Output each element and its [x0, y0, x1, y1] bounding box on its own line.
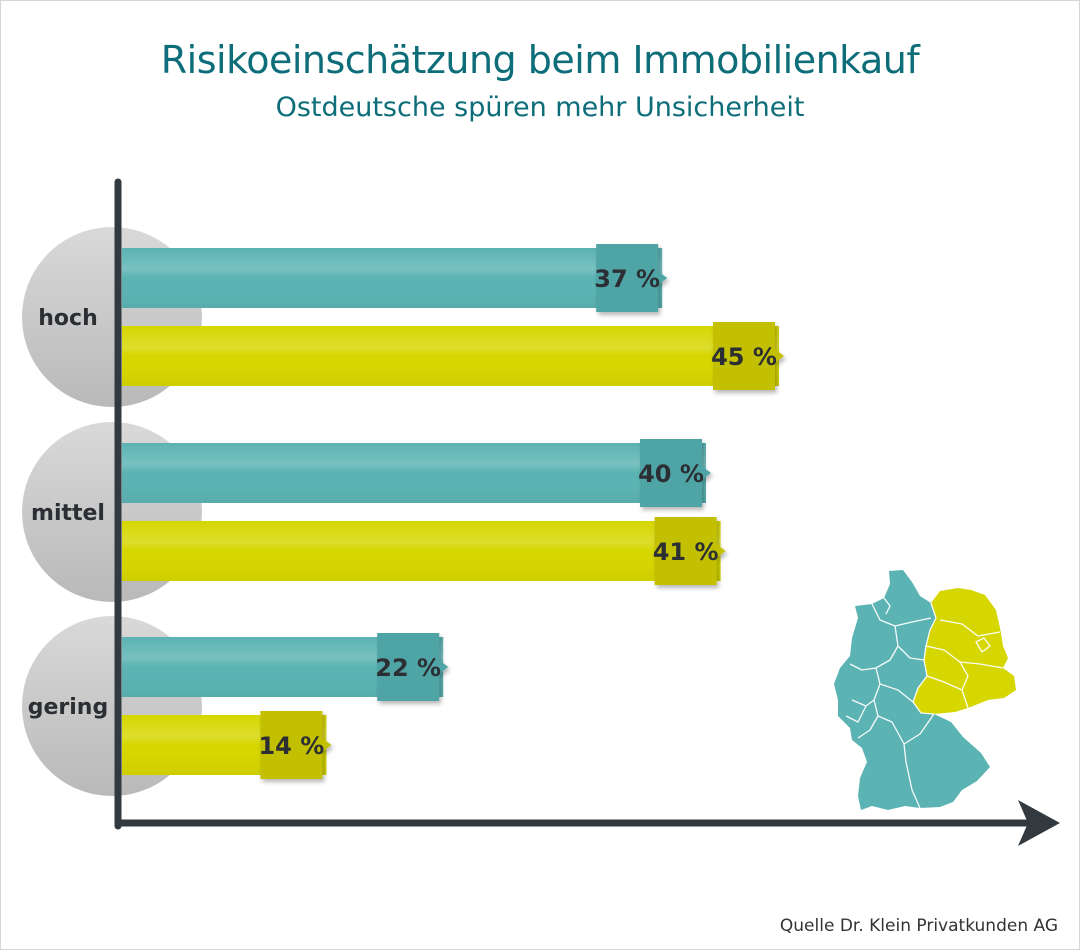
value-tag-mittel-series-2 [654, 517, 726, 585]
x-axis-arrowhead [1018, 800, 1060, 846]
value-label-hoch-series-2: 45 % [711, 343, 777, 371]
bars: 37 % 45 % 40 % 41 % 22 % 14 % [122, 244, 784, 779]
bar-sheen-hoch-series-2 [122, 326, 779, 386]
bar-sheen-mittel-series-1 [122, 443, 706, 503]
value-label-mittel-series-1: 40 % [638, 460, 704, 488]
bar-sheen-hoch-series-1 [122, 248, 663, 308]
germany-map [834, 570, 1016, 810]
value-label-mittel-series-2: 41 % [653, 538, 719, 566]
value-tag-gering-series-1 [377, 633, 449, 701]
value-label-hoch-series-1: 37 % [594, 265, 660, 293]
map-west-region [834, 570, 990, 810]
value-tag-mittel-series-1 [640, 439, 711, 507]
category-circles: hoch mittel gering [22, 227, 202, 796]
chart-header: Risikoeinschätzung beim Immobilienkauf O… [0, 36, 1080, 128]
value-tag-hoch-series-1 [596, 244, 668, 312]
map-east-region [913, 588, 1016, 714]
chart-title: Risikoeinschätzung beim Immobilienkauf [160, 38, 920, 82]
source-note: Quelle Dr. Klein Privatkunden AG [779, 916, 1058, 936]
bar-sheen-mittel-series-2 [122, 521, 721, 581]
value-label-gering-series-2: 14 % [258, 732, 324, 760]
category-label-hoch: hoch [38, 306, 97, 331]
value-tag-gering-series-2 [260, 711, 332, 779]
value-tag-hoch-series-2 [713, 322, 784, 390]
category-label-mittel: mittel [31, 501, 105, 526]
value-label-gering-series-1: 22 % [375, 654, 441, 682]
category-label-gering: gering [28, 695, 108, 720]
chart-subtitle: Ostdeutsche spüren mehr Unsicherheit [275, 92, 805, 123]
